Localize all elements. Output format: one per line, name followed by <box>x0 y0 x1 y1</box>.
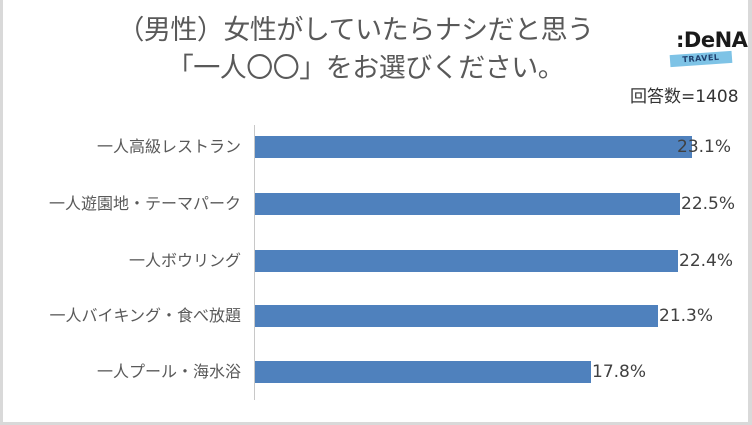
bar <box>255 136 692 158</box>
bar-row: 一人ボウリング 22.4% <box>3 250 748 272</box>
category-label: 一人ボウリング <box>128 251 241 270</box>
logo-brand-text: :DeNA <box>676 28 748 52</box>
category-label: 一人遊園地・テーマパーク <box>48 194 241 213</box>
category-label: 一人プール・海水浴 <box>96 362 241 381</box>
value-label: 23.1% <box>677 137 732 157</box>
value-label: 21.3% <box>659 306 714 326</box>
dena-travel-logo: :DeNA TRAVEL <box>668 28 748 74</box>
bar-row: 一人高級レストラン 23.1% <box>3 136 748 158</box>
value-label: 22.5% <box>681 194 736 214</box>
value-label: 17.8% <box>592 362 647 382</box>
bar <box>255 250 678 272</box>
sample-size-label: 回答数=1408 <box>630 87 739 107</box>
chart-title-line2: 「一人〇〇」をお選びください。 <box>166 53 565 84</box>
bar <box>255 305 658 327</box>
bar-row: 一人プール・海水浴 17.8% <box>3 361 748 383</box>
bar <box>255 361 591 383</box>
chart-title-line1: （男性）女性がしていたらナシだと思う <box>117 15 594 46</box>
category-label: 一人高級レストラン <box>96 137 241 156</box>
value-label: 22.4% <box>679 251 734 271</box>
logo-travel-band: TRAVEL <box>669 50 733 68</box>
category-axis-line <box>254 125 255 400</box>
chart-title: （男性）女性がしていたらナシだと思う 「一人〇〇」をお選びください。 <box>3 12 748 88</box>
chart-frame: （男性）女性がしていたらナシだと思う 「一人〇〇」をお選びください。 :DeNA… <box>3 0 748 422</box>
category-label: 一人バイキング・食べ放題 <box>49 306 241 325</box>
bar <box>255 193 680 215</box>
bar-row: 一人バイキング・食べ放題 21.3% <box>3 305 748 327</box>
bar-row: 一人遊園地・テーマパーク 22.5% <box>3 193 748 215</box>
